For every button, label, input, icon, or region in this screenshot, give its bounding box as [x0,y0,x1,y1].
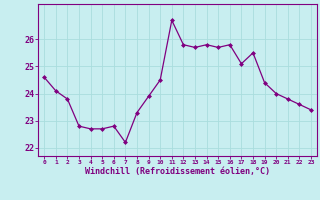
X-axis label: Windchill (Refroidissement éolien,°C): Windchill (Refroidissement éolien,°C) [85,167,270,176]
